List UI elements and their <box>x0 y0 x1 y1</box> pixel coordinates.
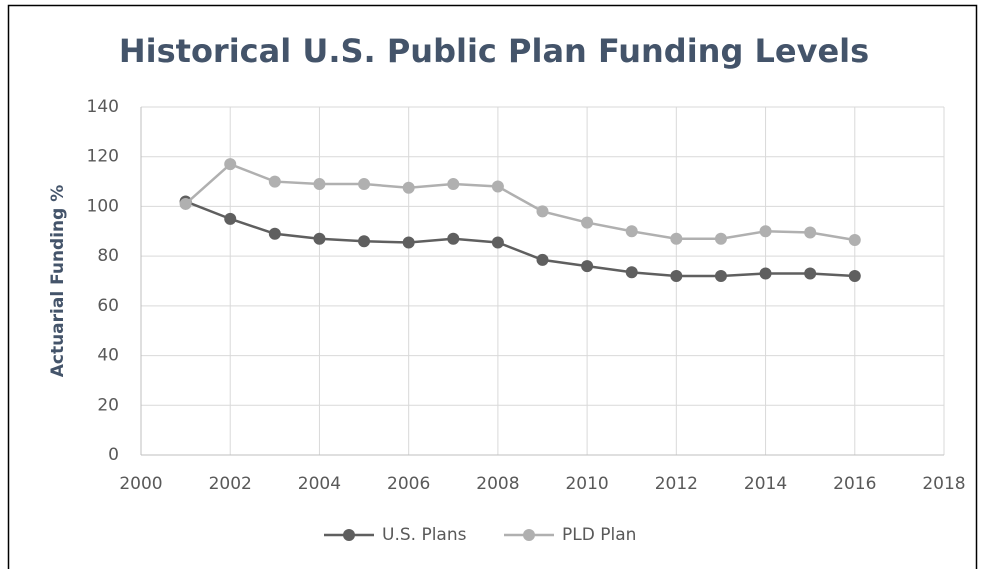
data-point <box>358 235 371 248</box>
data-point <box>714 270 727 283</box>
y-axis-label: Actuarial Funding % <box>48 185 68 378</box>
data-point <box>358 178 371 191</box>
x-tick-label: 2006 <box>387 474 430 494</box>
x-tick-label: 2018 <box>922 474 965 494</box>
legend-label: PLD Plan <box>562 525 636 545</box>
y-tick-label: 0 <box>108 445 119 465</box>
y-tick-label: 120 <box>87 147 119 167</box>
data-point <box>714 232 727 245</box>
data-point <box>268 175 281 188</box>
data-point <box>179 197 192 210</box>
data-point <box>402 236 415 249</box>
series-line <box>184 162 855 242</box>
legend-label: U.S. Plans <box>382 525 467 545</box>
data-point <box>447 178 460 191</box>
y-tick-label: 80 <box>97 246 119 266</box>
data-point <box>848 270 861 283</box>
y-tick-label: 140 <box>87 97 119 117</box>
data-point <box>536 205 549 218</box>
x-tick-label: 2002 <box>209 474 252 494</box>
data-point <box>581 216 594 229</box>
x-tick-label: 2014 <box>744 474 787 494</box>
chart-frame <box>7 4 978 569</box>
data-point <box>224 212 237 225</box>
legend-marker <box>343 529 355 541</box>
data-point <box>848 233 861 246</box>
data-point <box>491 180 504 193</box>
legend-marker <box>523 529 535 541</box>
data-point <box>625 225 638 238</box>
x-tick-label: 2016 <box>833 474 876 494</box>
data-point <box>313 232 326 245</box>
x-tick-label: 2012 <box>655 474 698 494</box>
x-tick-label: 2008 <box>476 474 519 494</box>
y-tick-label: 60 <box>97 296 119 316</box>
data-point <box>581 260 594 273</box>
data-point <box>447 232 460 245</box>
y-tick-label: 20 <box>97 395 119 415</box>
x-tick-label: 2010 <box>565 474 608 494</box>
data-point <box>491 236 504 249</box>
chart-title: Historical U.S. Public Plan Funding Leve… <box>119 32 869 70</box>
data-point <box>402 181 415 194</box>
x-tick-label: 2000 <box>119 474 162 494</box>
data-point <box>670 232 683 245</box>
data-point <box>625 266 638 279</box>
data-point <box>670 270 683 283</box>
data-point <box>804 267 817 280</box>
y-tick-label: 100 <box>87 196 119 216</box>
data-point <box>759 225 772 238</box>
data-point <box>759 267 772 280</box>
data-point <box>268 227 281 240</box>
data-point <box>313 178 326 191</box>
x-tick-label: 2004 <box>298 474 341 494</box>
data-point <box>224 158 237 171</box>
data-point <box>804 226 817 239</box>
data-point <box>536 253 549 266</box>
y-tick-label: 40 <box>97 346 119 366</box>
series-line <box>185 200 855 278</box>
